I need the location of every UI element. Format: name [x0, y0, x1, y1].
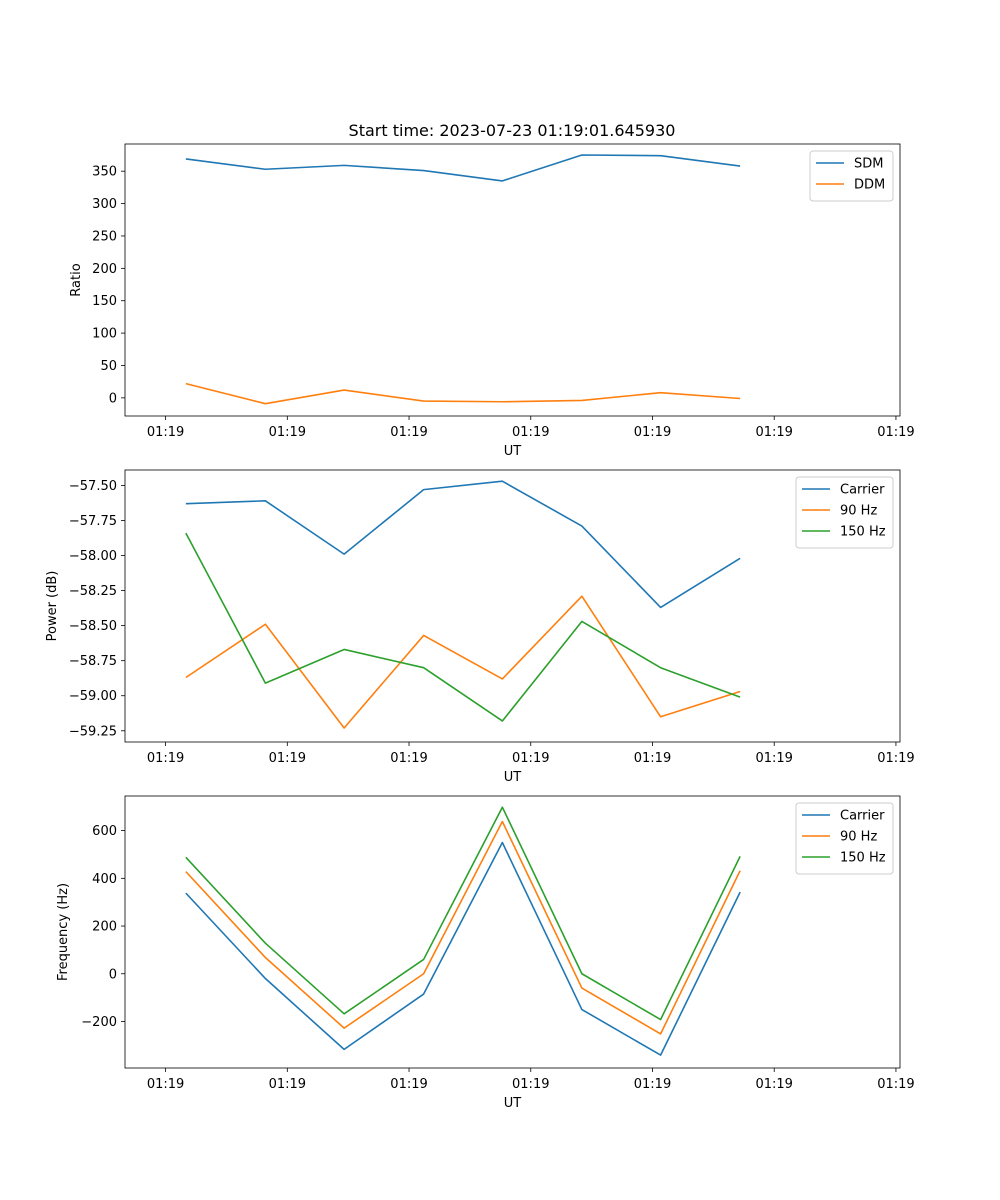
y-tick-label: −57.50	[69, 479, 117, 494]
y-tick-label: −58.00	[69, 549, 117, 564]
y-tick-label: −59.00	[69, 689, 117, 704]
subplot-1: 01:19 01:19 01:19 01:19 01:19 01:19 01:19 0 50 10…	[69, 143, 915, 459]
x-tick-label: 01:19	[512, 1077, 549, 1092]
y-tick-label: −58.75	[69, 654, 117, 669]
x-axis-label: UT	[504, 1096, 522, 1111]
series-line-carrier	[185, 841, 741, 1056]
y-axis-label: Power (dB)	[45, 571, 60, 642]
x-tick-label: 01:19	[269, 751, 306, 766]
y-tick-label: 600	[92, 824, 117, 839]
x-tick-label: 01:19	[512, 751, 549, 766]
x-tick-label: 01:19	[147, 751, 184, 766]
series-line-150-hz	[185, 532, 741, 722]
series-line-90-hz	[185, 595, 741, 729]
x-tick-label: 01:19	[755, 1077, 792, 1092]
y-tick-label: −57.75	[69, 514, 117, 529]
x-tick-label: 01:19	[390, 1077, 427, 1092]
x-tick-label: 01:19	[755, 751, 792, 766]
legend-label: 90 Hz	[840, 830, 877, 845]
y-tick-label: 300	[92, 197, 117, 212]
y-tick-label: −58.50	[69, 619, 117, 634]
y-tick-label: 50	[100, 359, 117, 374]
series-line-150-hz	[185, 806, 741, 1021]
x-tick-label: 01:19	[877, 751, 914, 766]
series-line-sdm	[185, 154, 741, 182]
y-tick-label: 350	[92, 165, 117, 180]
x-tick-label: 01:19	[147, 1077, 184, 1092]
legend-label: SDM	[854, 157, 883, 172]
axes-frame	[124, 143, 901, 417]
series-line-carrier	[185, 480, 741, 609]
figure-title: Start time: 2023-07-23 01:19:01.645930	[349, 121, 676, 140]
legend-label: 90 Hz	[840, 504, 877, 519]
x-tick-label: 01:19	[390, 425, 427, 440]
y-axis-label: Ratio	[69, 263, 84, 296]
x-tick-label: 01:19	[390, 751, 427, 766]
legend: Carrier 90 Hz 150 Hz	[795, 802, 894, 875]
axes-frame	[124, 795, 901, 1069]
x-tick-label: 01:19	[634, 1077, 671, 1092]
y-axis-label: Frequency (Hz)	[56, 883, 71, 981]
y-tick-label: 150	[92, 294, 117, 309]
x-tick-label: 01:19	[634, 425, 671, 440]
y-tick-label: 200	[92, 920, 117, 935]
legend-label: DDM	[854, 178, 885, 193]
y-tick-label: 400	[92, 872, 117, 887]
panels: 01:19 01:19 01:19 01:19 01:19 01:19 01:19 0 50 10…	[45, 143, 915, 1111]
x-tick-label: 01:19	[269, 1077, 306, 1092]
y-tick-label: 250	[92, 229, 117, 244]
x-tick-label: 01:19	[877, 425, 914, 440]
series-line-90-hz	[185, 820, 741, 1035]
x-tick-label: 01:19	[877, 1077, 914, 1092]
x-axis-label: UT	[504, 770, 522, 785]
y-tick-label: −200	[81, 1015, 117, 1030]
legend: SDM DDM	[809, 150, 894, 202]
y-tick-label: 100	[92, 327, 117, 342]
legend-label: 150 Hz	[840, 525, 886, 540]
legend-label: 150 Hz	[840, 851, 886, 866]
x-tick-label: 01:19	[634, 751, 671, 766]
y-tick-label: −58.25	[69, 584, 117, 599]
series-line-ddm	[185, 382, 741, 405]
x-tick-label: 01:19	[755, 425, 792, 440]
legend-label: Carrier	[840, 809, 885, 824]
legend: Carrier 90 Hz 150 Hz	[795, 476, 894, 549]
x-tick-label: 01:19	[269, 425, 306, 440]
y-tick-label: −59.25	[69, 724, 117, 739]
subplot-3: 01:19 01:19 01:19 01:19 01:19 01:19 01:19 −200 0…	[56, 795, 915, 1111]
legend-label: Carrier	[840, 483, 885, 498]
x-tick-label: 01:19	[512, 425, 549, 440]
y-tick-label: 0	[109, 967, 117, 982]
y-tick-label: 200	[92, 262, 117, 277]
subplot-2: 01:19 01:19 01:19 01:19 01:19 01:19 01:19 −59.2…	[45, 469, 915, 785]
x-tick-label: 01:19	[147, 425, 184, 440]
axes-frame	[124, 469, 901, 743]
y-tick-label: 0	[109, 391, 117, 406]
x-axis-label: UT	[504, 444, 522, 459]
